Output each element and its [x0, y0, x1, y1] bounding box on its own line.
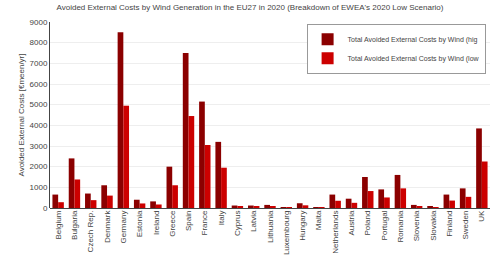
svg-text:Spain: Spain — [184, 211, 193, 231]
svg-text:Lithuania: Lithuania — [266, 210, 275, 243]
svg-text:Hungary: Hungary — [298, 211, 307, 241]
svg-text:Denmark: Denmark — [103, 210, 112, 243]
svg-text:1000: 1000 — [30, 183, 48, 192]
svg-text:Ireland: Ireland — [152, 211, 161, 235]
svg-text:Estonia: Estonia — [135, 210, 144, 237]
svg-text:2000: 2000 — [30, 162, 48, 171]
svg-text:0: 0 — [43, 204, 48, 213]
svg-text:Avoided External Costs [€meen/: Avoided External Costs [€meen/yr] — [17, 53, 26, 176]
svg-text:Belgium: Belgium — [54, 210, 63, 239]
svg-text:8000: 8000 — [30, 38, 48, 47]
svg-text:4000: 4000 — [30, 121, 48, 130]
svg-text:Malta: Malta — [314, 210, 323, 230]
svg-text:Portugal: Portugal — [380, 210, 389, 240]
svg-text:Bulgaria: Bulgaria — [70, 210, 79, 240]
svg-text:Italy: Italy — [217, 211, 226, 226]
svg-text:9000: 9000 — [30, 18, 48, 27]
svg-text:Slovenia: Slovenia — [412, 210, 421, 241]
svg-text:UK: UK — [477, 210, 486, 222]
svg-text:6000: 6000 — [30, 80, 48, 89]
svg-text:Germany: Germany — [119, 211, 128, 244]
svg-text:7000: 7000 — [30, 59, 48, 68]
svg-text:Czech Rep.: Czech Rep. — [86, 211, 95, 253]
svg-text:Finland: Finland — [445, 211, 454, 237]
svg-text:France: France — [200, 210, 209, 235]
svg-text:Romania: Romania — [396, 210, 405, 243]
svg-text:Cyprus: Cyprus — [233, 211, 242, 236]
svg-text:Sweden: Sweden — [461, 211, 470, 240]
svg-text:Latvia: Latvia — [249, 210, 258, 232]
svg-text:5000: 5000 — [30, 100, 48, 109]
svg-text:Austria: Austria — [347, 210, 356, 235]
svg-text:Total Avoided External Costs b: Total Avoided External Costs by Wind (hi… — [348, 36, 478, 44]
svg-text:Luxembourg: Luxembourg — [282, 211, 291, 255]
svg-text:Poland: Poland — [363, 211, 372, 236]
svg-text:Greece: Greece — [168, 210, 177, 237]
svg-text:Avoided External Costs by Wind: Avoided External Costs by Wind Generatio… — [57, 3, 444, 12]
svg-text:Netherlands: Netherlands — [331, 211, 340, 254]
svg-text:3000: 3000 — [30, 142, 48, 151]
svg-text:Total Avoided External Costs b: Total Avoided External Costs by Wind (lo… — [348, 55, 480, 63]
svg-text:Slovakia: Slovakia — [429, 210, 438, 241]
